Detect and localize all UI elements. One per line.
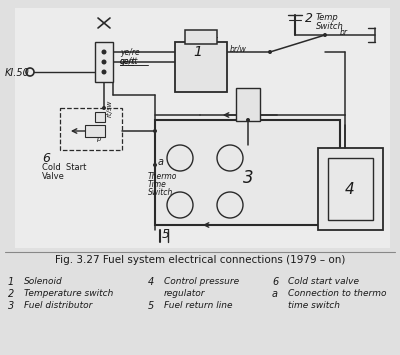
Text: rt/sw: rt/sw (107, 100, 113, 118)
Text: a: a (272, 289, 278, 299)
Bar (185, 30, 217, 44)
Text: p: p (96, 136, 100, 142)
Text: ye/re: ye/re (120, 48, 140, 57)
Text: 6: 6 (272, 277, 278, 287)
Text: 1: 1 (8, 277, 14, 287)
Bar (175, 42, 227, 92)
Bar (60, 108, 122, 150)
Circle shape (102, 70, 106, 75)
Text: 5: 5 (148, 301, 154, 311)
Text: Temperature switch: Temperature switch (24, 289, 113, 298)
Text: Valve: Valve (42, 172, 65, 181)
Circle shape (246, 118, 250, 122)
Text: Cold  Start: Cold Start (42, 163, 86, 172)
Bar (155, 120, 340, 225)
Text: Switch: Switch (148, 188, 173, 197)
Text: 2: 2 (8, 289, 14, 299)
Text: br/w: br/w (230, 45, 247, 54)
Circle shape (153, 163, 157, 167)
Text: Fig. 3.27 Fuel system electrical connections (1979 – on): Fig. 3.27 Fuel system electrical connect… (55, 255, 345, 265)
Text: a: a (158, 157, 164, 167)
Circle shape (102, 60, 106, 65)
Bar (236, 88, 260, 121)
Text: 6: 6 (42, 152, 50, 165)
Text: ge/rt: ge/rt (120, 57, 138, 66)
Text: Connection to thermo: Connection to thermo (288, 289, 386, 298)
Text: 3: 3 (243, 169, 253, 187)
Text: time switch: time switch (288, 301, 340, 310)
Text: ge̱ṟṯ: ge̱ṟṯ (120, 57, 136, 66)
Text: 2: 2 (305, 12, 313, 25)
Text: 1: 1 (194, 45, 202, 59)
Text: Control pressure: Control pressure (164, 277, 239, 286)
Circle shape (102, 49, 106, 55)
Text: Solenoid: Solenoid (24, 277, 63, 286)
Text: regulator: regulator (164, 289, 206, 298)
Text: Switch: Switch (316, 22, 344, 31)
Circle shape (323, 33, 327, 37)
Text: KI.50: KI.50 (5, 68, 30, 78)
Text: Cold start valve: Cold start valve (288, 277, 359, 286)
Text: 5: 5 (162, 228, 170, 241)
Text: Temp: Temp (316, 13, 339, 22)
Text: br: br (340, 28, 348, 37)
Text: Time: Time (148, 180, 167, 189)
Bar (85, 125, 105, 137)
Text: 3: 3 (8, 301, 14, 311)
Circle shape (268, 50, 272, 54)
Text: 4: 4 (148, 277, 154, 287)
Circle shape (102, 106, 106, 110)
Bar (15, 8, 390, 248)
Text: 4: 4 (345, 182, 355, 197)
Circle shape (153, 129, 157, 133)
Text: Fuel distributor: Fuel distributor (24, 301, 92, 310)
Text: Thermo: Thermo (148, 172, 177, 181)
Bar (318, 148, 383, 230)
Bar (95, 42, 113, 82)
Bar (95, 112, 105, 122)
Bar (328, 158, 373, 220)
Text: Fuel return line: Fuel return line (164, 301, 232, 310)
